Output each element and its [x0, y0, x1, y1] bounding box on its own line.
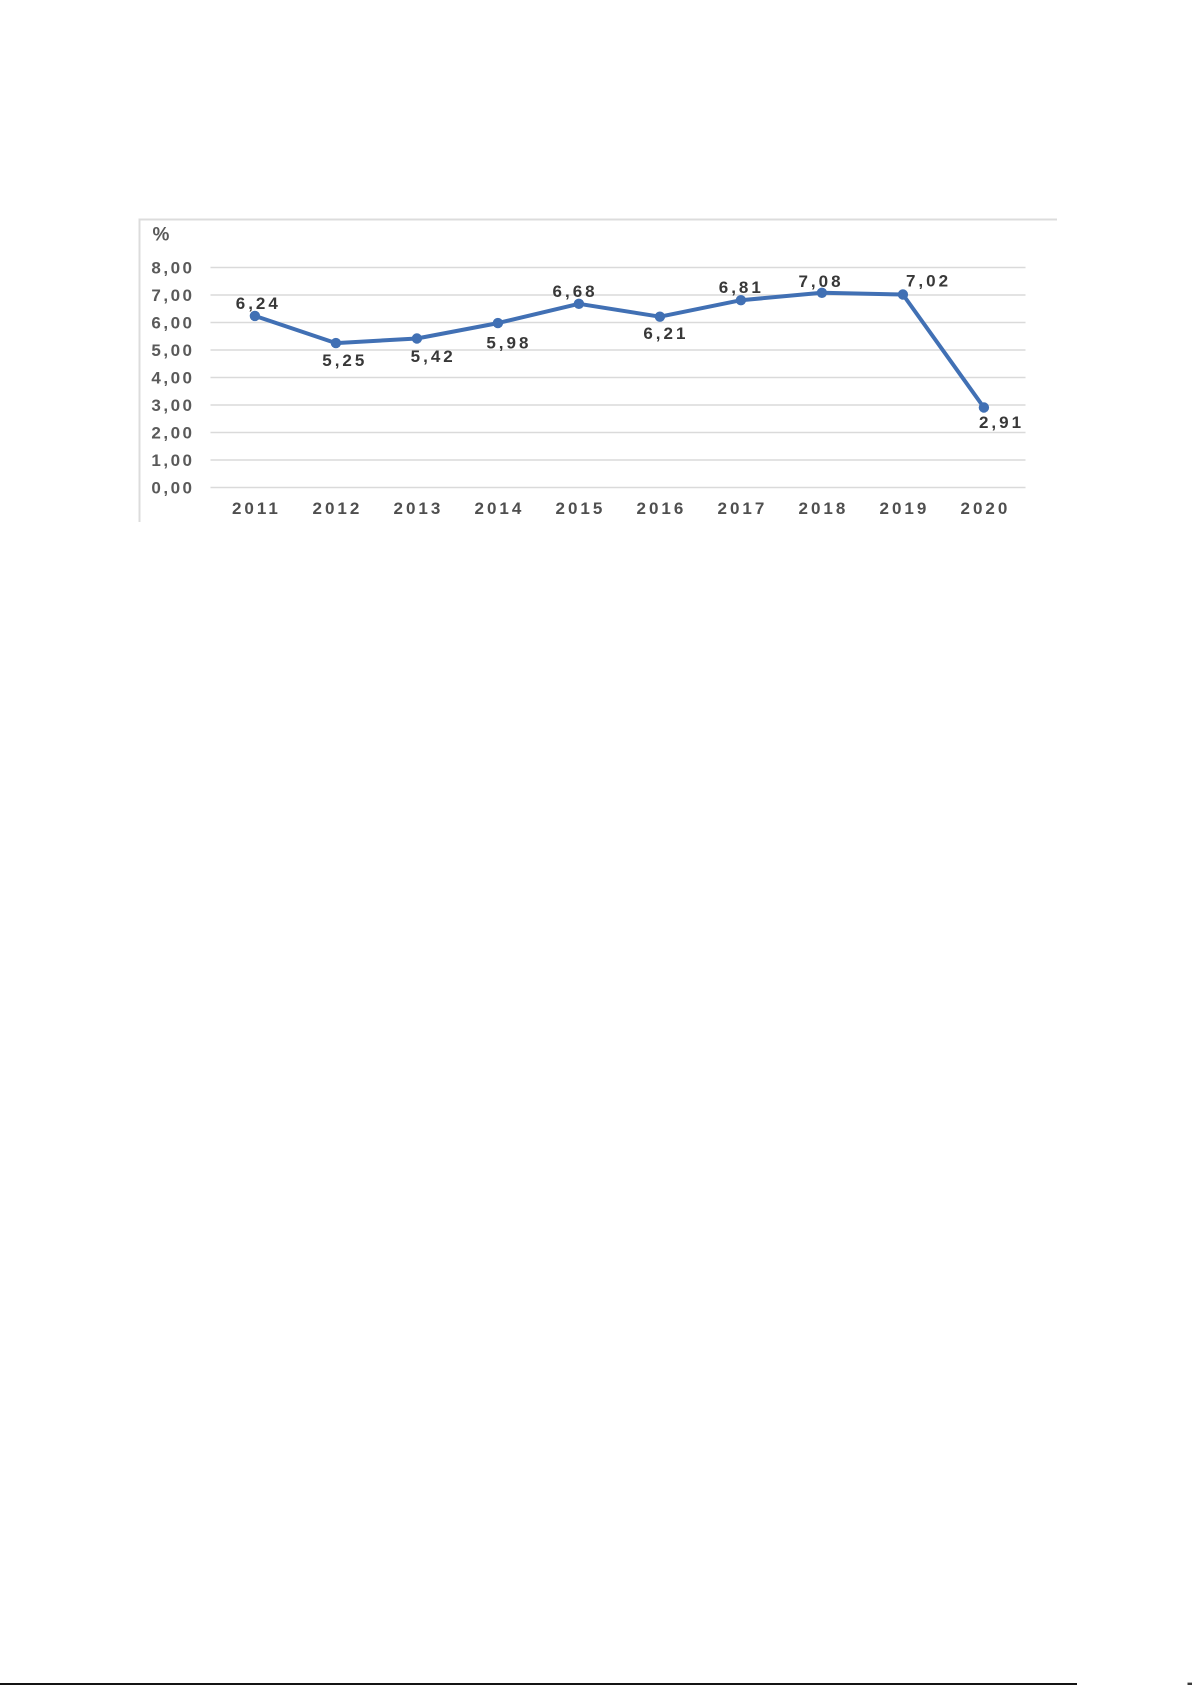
svg-text:2014: 2014: [474, 499, 524, 518]
svg-text:2018: 2018: [798, 499, 848, 518]
svg-text:2,91: 2,91: [979, 413, 1024, 432]
svg-text:7,00: 7,00: [151, 286, 194, 305]
svg-text:2,00: 2,00: [151, 424, 194, 443]
svg-text:2020: 2020: [960, 499, 1010, 518]
svg-text:2017: 2017: [717, 499, 767, 518]
svg-text:5,42: 5,42: [411, 347, 456, 366]
svg-text:2011: 2011: [232, 499, 281, 518]
svg-text:5,00: 5,00: [151, 341, 194, 360]
svg-text:2013: 2013: [393, 499, 443, 518]
svg-text:0,00: 0,00: [151, 479, 194, 498]
svg-text:6,81: 6,81: [719, 278, 764, 297]
svg-text:3,00: 3,00: [151, 396, 194, 415]
svg-text:%: %: [153, 225, 170, 246]
svg-text:6,68: 6,68: [553, 282, 598, 301]
svg-text:1,00: 1,00: [151, 451, 194, 470]
svg-text:5,98: 5,98: [486, 333, 531, 352]
svg-text:4,00: 4,00: [151, 369, 194, 388]
svg-text:2016: 2016: [636, 499, 686, 518]
svg-text:2012: 2012: [312, 499, 362, 518]
svg-text:6,21: 6,21: [643, 324, 688, 343]
svg-text:5,25: 5,25: [322, 351, 367, 370]
svg-text:6,24: 6,24: [236, 294, 281, 313]
svg-text:2019: 2019: [879, 499, 929, 518]
svg-text:7,08: 7,08: [798, 272, 843, 291]
svg-text:8,00: 8,00: [151, 259, 194, 278]
svg-text:6,00: 6,00: [151, 314, 194, 333]
svg-text:2015: 2015: [555, 499, 605, 518]
svg-text:7,02: 7,02: [906, 272, 951, 291]
